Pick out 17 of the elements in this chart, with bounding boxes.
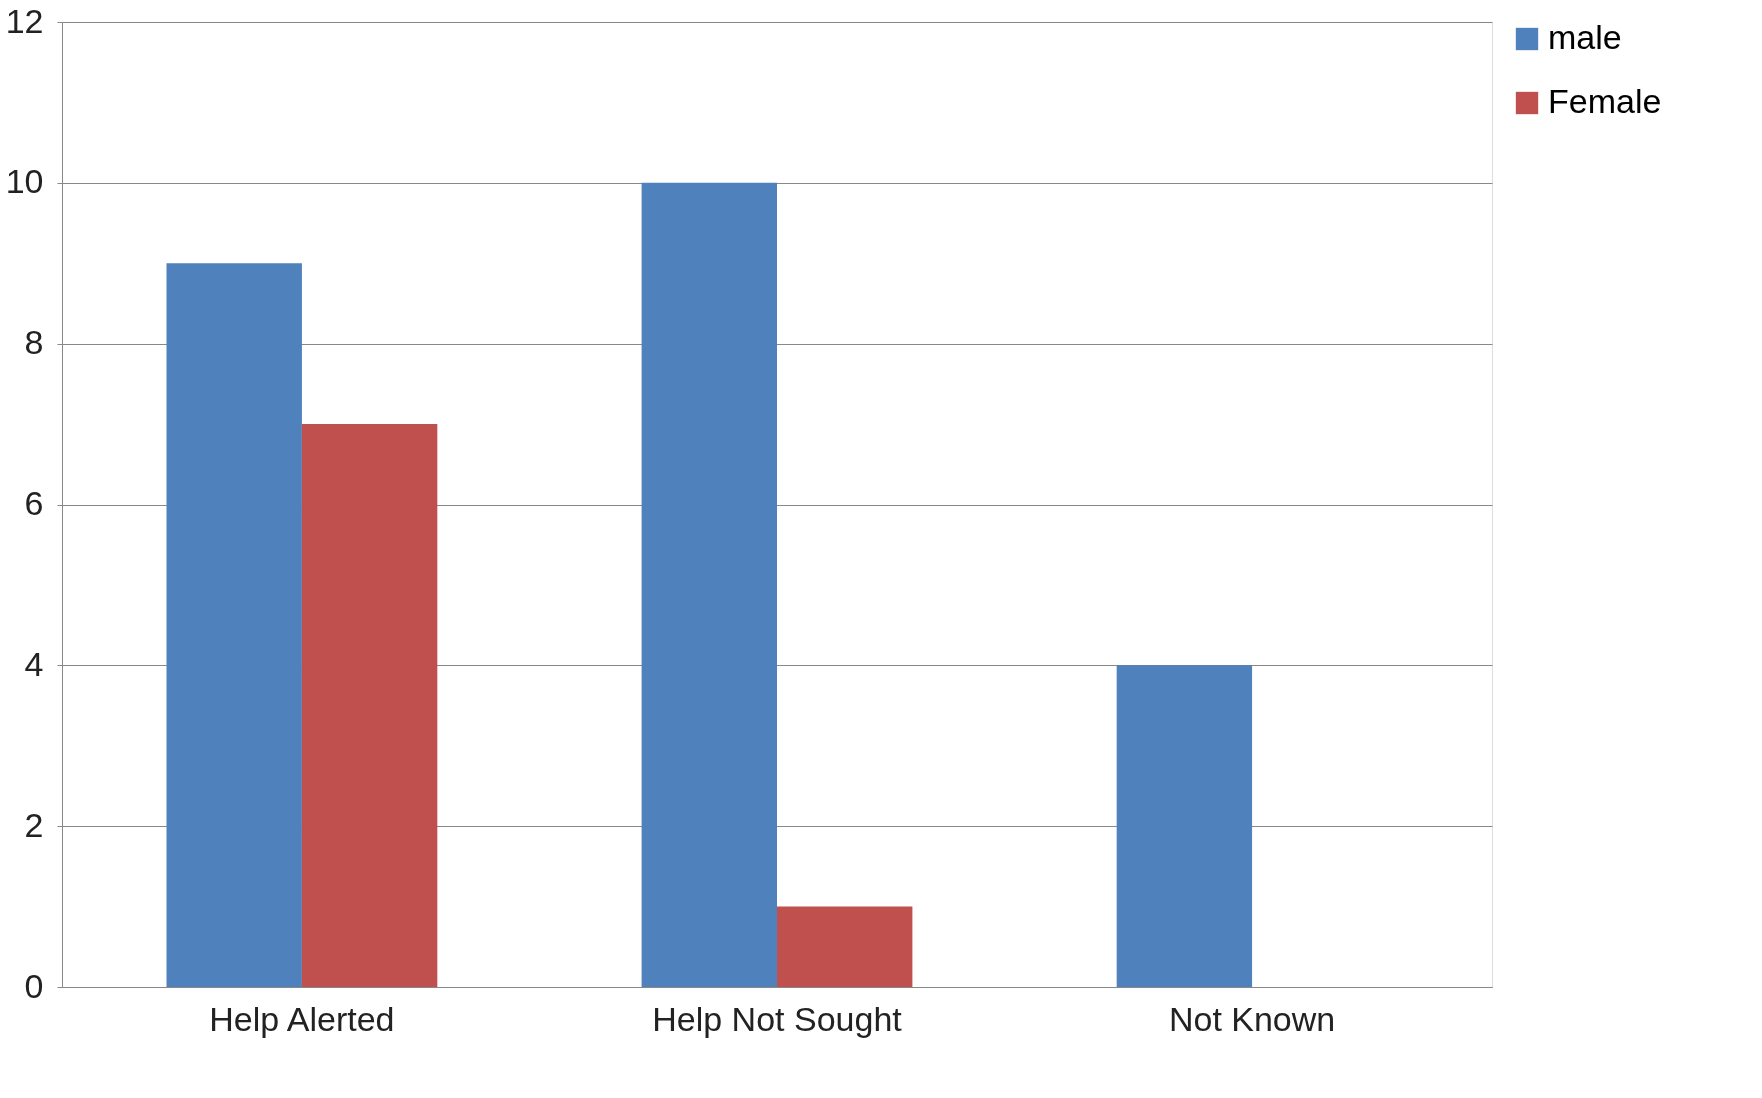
x-tick-label: Not Known bbox=[1168, 999, 1336, 1038]
y-tick-label: 2 bbox=[24, 805, 44, 844]
bar bbox=[301, 424, 438, 987]
y-tick-label: 4 bbox=[24, 644, 44, 683]
y-tick-label: 10 bbox=[5, 162, 44, 201]
legend-label: male bbox=[1548, 18, 1622, 56]
x-tick-label: Help Alerted bbox=[209, 999, 395, 1038]
y-tick-label: 0 bbox=[24, 966, 44, 1005]
y-tick-label: 6 bbox=[24, 484, 44, 522]
legend-label: Female bbox=[1548, 82, 1662, 120]
bar bbox=[166, 263, 302, 987]
x-tick-label: Help Not Sought bbox=[652, 999, 903, 1038]
bar bbox=[777, 906, 913, 987]
y-tick-label: 12 bbox=[5, 1, 44, 40]
bar bbox=[641, 182, 777, 987]
y-tick-label: 8 bbox=[24, 323, 44, 362]
bar bbox=[1116, 665, 1253, 987]
